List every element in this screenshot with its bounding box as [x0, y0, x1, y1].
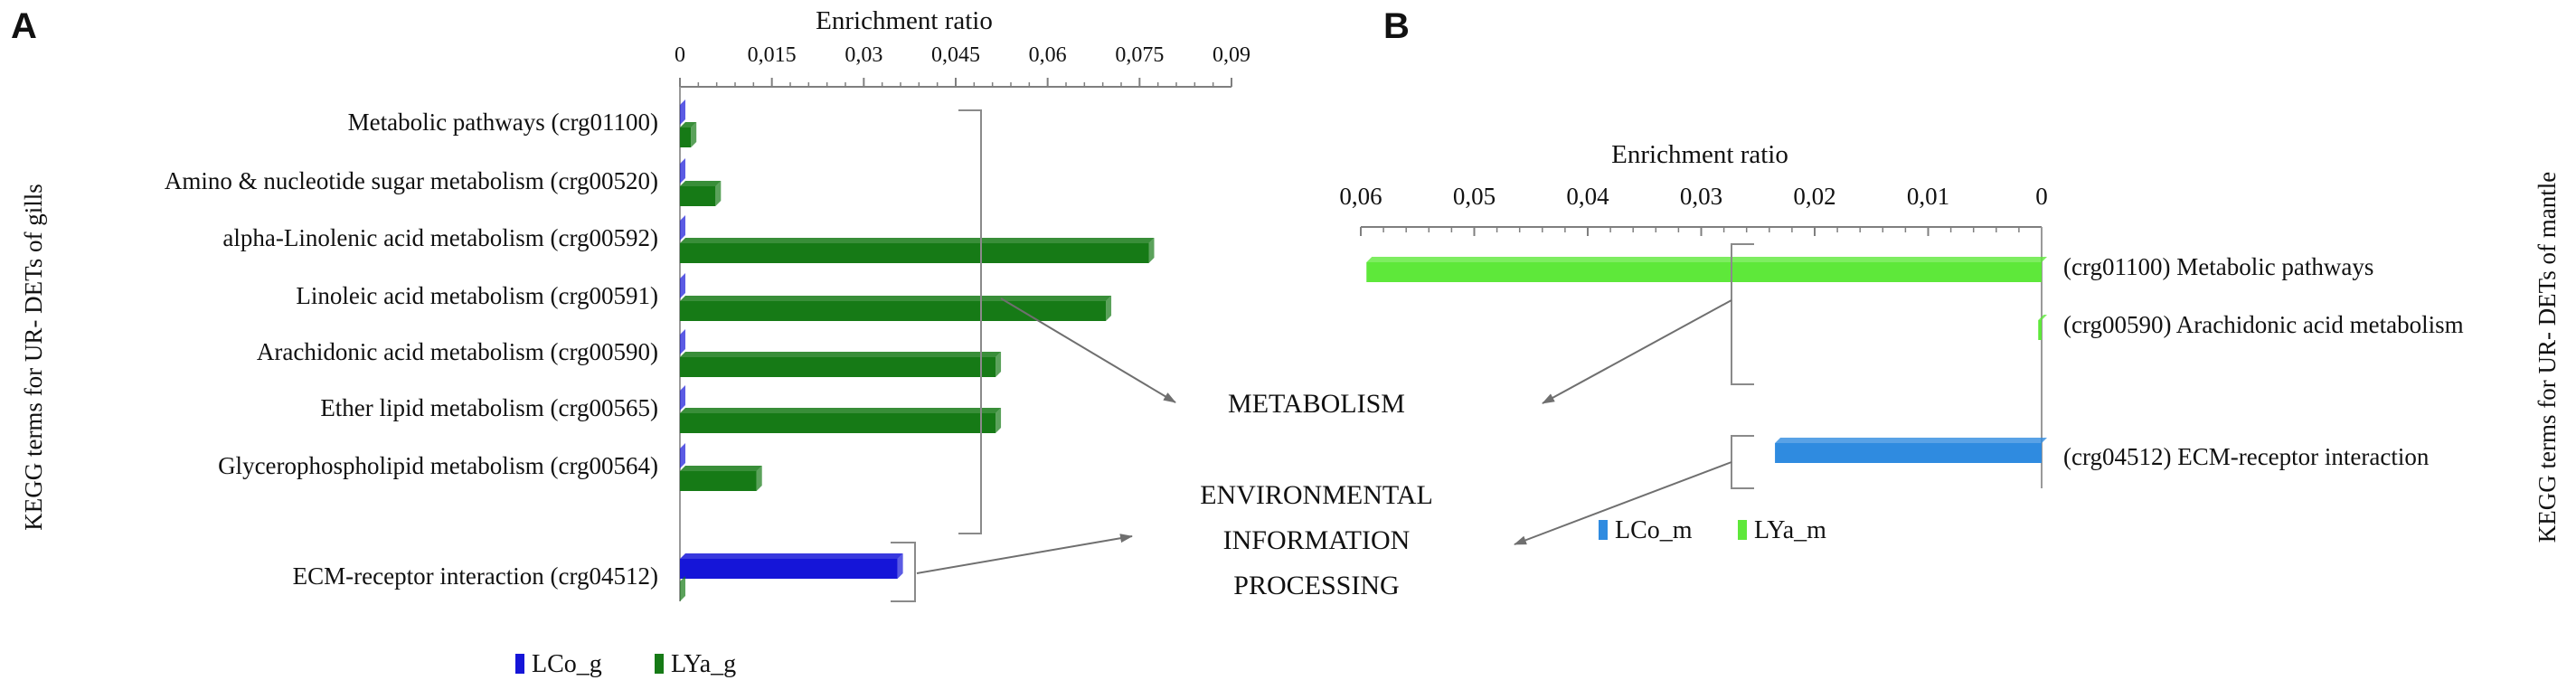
panel-a-bars: [680, 99, 1155, 601]
panel-b-metabolism-bracket: [1731, 243, 1754, 385]
panel-a-letter: A: [11, 6, 37, 46]
panel-a-bar-lya-g: [680, 238, 1155, 263]
panel-a-env-bracket: [891, 542, 916, 602]
panel-a-x-tick-label: 0,06: [1029, 43, 1067, 67]
panel-a-bar-lya-g: [680, 122, 697, 147]
panel-a-x-tick-labels: 0 0,015 0,03 0,045 0,06 0,075 0,09: [675, 43, 1250, 67]
panel-a-category-label: ECM-receptor interaction (crg04512): [293, 562, 658, 590]
panel-a-bar-lya-g: [680, 408, 1002, 433]
panel-a-legend-label-lya-g: LYa_g: [671, 650, 736, 678]
panel-b-legend-swatch-lco-m: [1599, 520, 1608, 540]
metabolism-category-label: METABOLISM: [1228, 389, 1405, 419]
panel-a-x-axis-title: Enrichment ratio: [816, 6, 993, 35]
panel-b-x-axis-minor-ticks: [1382, 227, 2020, 232]
panel-a-metabolism-bracket: [958, 109, 982, 534]
panel-b-bar-lya-m: [2038, 315, 2047, 340]
panel-b-x-axis-ticks: [1360, 227, 2043, 236]
panel-a-x-tick-label: 0,045: [931, 43, 980, 67]
panel-a-legend-label-lco-g: LCo_g: [532, 650, 602, 678]
panel-a-legend-swatch-lya-g: [655, 654, 664, 674]
panel-a-chart: Enrichment ratio 0 0,015 0,03 0,045 0,06 0,07…: [165, 6, 1250, 678]
panel-b-env-bracket: [1731, 435, 1754, 489]
env-category-label-line2: INFORMATION: [1223, 525, 1411, 555]
panel-b-chart: Enrichment ratio 0,06 0,05 0,04 0,03 0,02 0,0…: [1339, 140, 2464, 545]
panel-a-bar-lco-g: [680, 215, 685, 241]
panel-b-category-label: (crg04512) ECM-receptor interaction: [2063, 443, 2430, 470]
panel-a-bar-lco-g: [680, 553, 903, 579]
panel-b-category-labels: (crg01100) Metabolic pathways (crg00590) …: [2063, 253, 2464, 470]
panel-a-x-tick-label: 0,09: [1213, 43, 1250, 67]
panel-a-x-tick-label: 0,03: [845, 43, 882, 67]
panel-b-legend-label-lya-m: LYa_m: [1754, 516, 1826, 544]
panel-b-x-tick-label: 0,04: [1566, 183, 1609, 210]
panel-b-metabolism-arrow: [1542, 299, 1732, 404]
panel-a-bar-lya-g: [680, 181, 722, 206]
panel-b-legend-swatch-lya-m: [1738, 520, 1747, 540]
panel-b-bars: [1366, 248, 2047, 463]
panel-a-bar-lco-g: [680, 443, 685, 468]
panel-b-ylabel: KEGG terms for UR- DETs of mantle: [2534, 172, 2561, 543]
panel-a-env-arrow: [916, 534, 1133, 574]
panel-a-x-axis-minor-ticks: [697, 82, 1214, 87]
panel-b-x-tick-label: 0,05: [1453, 183, 1496, 210]
panel-b-bar-lco-m: [1775, 438, 2047, 463]
panel-b-x-tick-label: 0,06: [1339, 183, 1382, 210]
panel-a-category-label: alpha-Linolenic acid metabolism (crg0059…: [222, 224, 658, 251]
panel-a-x-tick-label: 0,015: [748, 43, 797, 67]
panel-b-category-label: (crg01100) Metabolic pathways: [2063, 253, 2373, 280]
panel-b-x-tick-label: 0,02: [1793, 183, 1835, 210]
panel-b-x-axis-title: Enrichment ratio: [1611, 140, 1788, 169]
panel-b-env-arrow: [1514, 461, 1732, 545]
panel-b-x-tick-label: 0,03: [1680, 183, 1722, 210]
panel-a-category-labels: Metabolic pathways (crg01100) Amino & nuc…: [165, 109, 658, 590]
panel-a-bar-lya-g: [680, 296, 1112, 321]
panel-a-bar-lco-g: [680, 329, 685, 354]
env-category-label-line1: ENVIRONMENTAL: [1200, 480, 1433, 510]
panel-a-category-label: Metabolic pathways (crg01100): [348, 109, 658, 136]
env-category-label-line3: PROCESSING: [1233, 571, 1399, 600]
panel-b-bar-lya-m: [1366, 257, 2047, 282]
panel-a-x-axis-ticks: [679, 78, 1232, 87]
panel-a-bar-lya-g: [680, 576, 685, 601]
panel-a-bar-lco-g: [680, 385, 685, 411]
panel-a-category-label: Ether lipid metabolism (crg00565): [320, 394, 658, 421]
panel-b-legend-label-lco-m: LCo_m: [1615, 516, 1693, 544]
panel-a-category-label: Linoleic acid metabolism (crg00591): [296, 282, 658, 309]
panel-a-category-label: Amino & nucleotide sugar metabolism (crg…: [165, 167, 658, 194]
panel-a-category-label: Glycerophospholipid metabolism (crg00564…: [218, 452, 658, 479]
panel-b-category-label: (crg00590) Arachidonic acid metabolism: [2063, 311, 2464, 338]
panel-a-metabolism-arrow: [1000, 298, 1176, 403]
panel-a-bar-lco-g: [680, 273, 685, 298]
panel-a-x-tick-label: 0: [675, 43, 685, 67]
panel-a-ylabel: KEGG terms for UR- DETs of gills: [20, 184, 47, 531]
panel-b-x-tick-label: 0: [2035, 183, 2048, 210]
panel-b-letter: B: [1383, 6, 1410, 46]
panel-a-legend-swatch-lco-g: [515, 654, 524, 674]
panel-b-x-tick-label: 0,01: [1907, 183, 1949, 210]
panel-a-bar-lya-g: [680, 352, 1002, 377]
panel-a-category-label: Arachidonic acid metabolism (crg00590): [257, 338, 658, 365]
panel-b-x-tick-labels: 0,06 0,05 0,04 0,03 0,02 0,01 0: [1339, 183, 2047, 210]
panel-a-bar-lco-g: [680, 158, 685, 184]
panel-a-bar-lco-g: [680, 99, 685, 125]
panel-a-bar-lya-g: [680, 466, 762, 491]
panel-a-x-tick-label: 0,075: [1115, 43, 1164, 67]
